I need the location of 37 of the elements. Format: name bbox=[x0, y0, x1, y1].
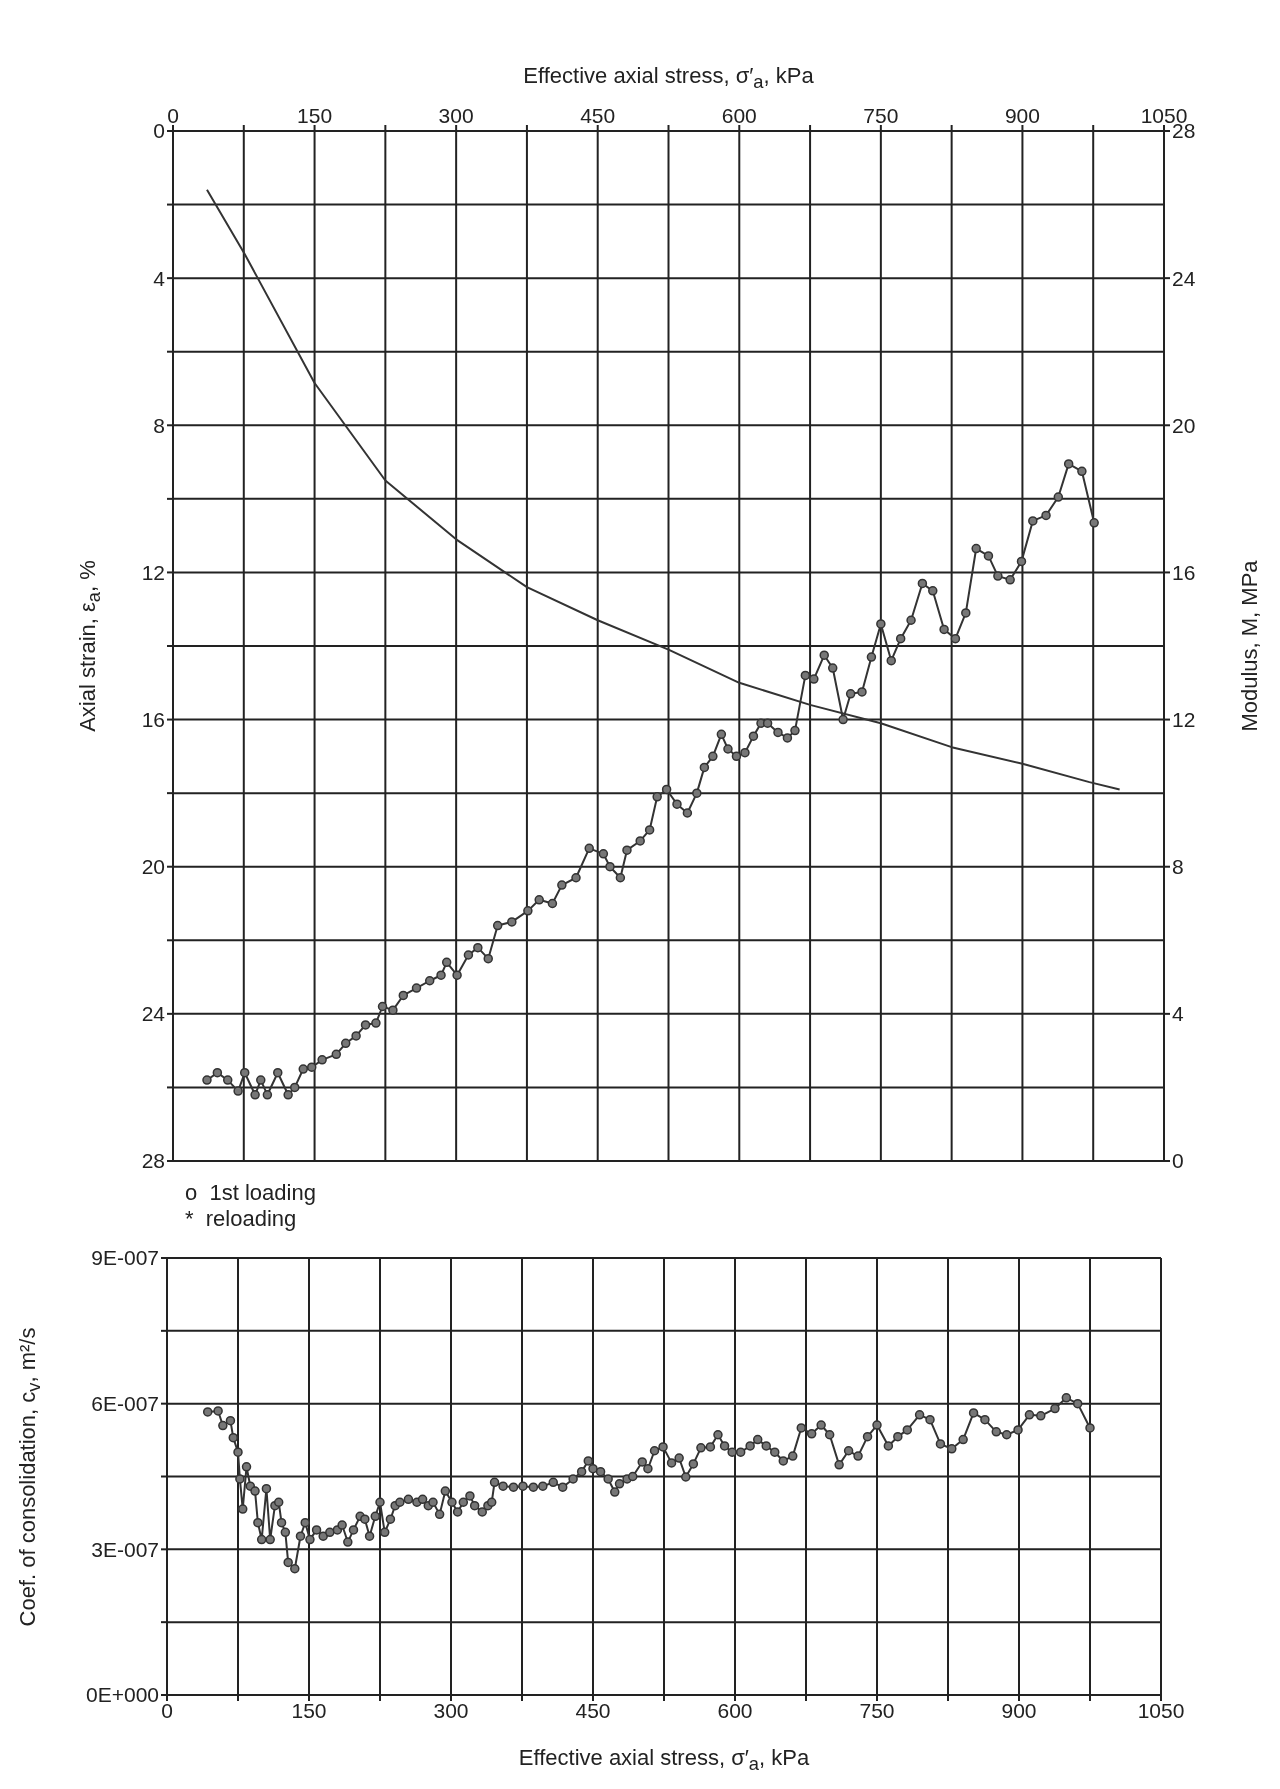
text: o 1st loading bbox=[185, 1180, 316, 1206]
x-tick-label: 750 bbox=[863, 104, 899, 127]
y-tick-label: 28 bbox=[141, 1149, 165, 1173]
x-tick-label: 900 bbox=[1001, 1698, 1037, 1722]
y2-tick-label: 12 bbox=[1172, 708, 1196, 732]
y-tick-label: 12 bbox=[141, 560, 165, 584]
x-tick-label: 900 bbox=[1004, 104, 1040, 127]
y2-tick-label: 4 bbox=[1172, 1002, 1184, 1026]
x-tick-label: 450 bbox=[575, 1698, 611, 1722]
y2-tick-label: 24 bbox=[1172, 266, 1196, 290]
y2-tick-label: 0 bbox=[1172, 1149, 1184, 1173]
x-tick-label: 300 bbox=[438, 104, 474, 127]
text: * reloading bbox=[185, 1206, 297, 1232]
x-axis-title: Effective axial stress, σ′$_{a}$, kPa bbox=[523, 62, 814, 94]
x-tick-label: 450 bbox=[580, 104, 616, 127]
x-tick-label: 600 bbox=[721, 104, 757, 127]
x-tick-label: 750 bbox=[859, 1698, 895, 1722]
y-tick-label: 9E-007 bbox=[91, 1246, 159, 1270]
y-tick-label: 8 bbox=[153, 413, 165, 437]
y2-tick-label: 20 bbox=[1172, 413, 1196, 437]
x-tick-label: 150 bbox=[297, 104, 333, 127]
y-tick-label: 0 bbox=[153, 119, 165, 143]
y2-tick-label: 16 bbox=[1172, 560, 1196, 584]
x-tick-label: 150 bbox=[291, 1698, 327, 1722]
x-tick-label: 1050 bbox=[1137, 1698, 1185, 1722]
x-tick-label: 600 bbox=[717, 1698, 753, 1722]
y-tick-label: 20 bbox=[141, 855, 165, 879]
y-tick-label: 4 bbox=[153, 266, 166, 290]
y2-tick-label: 8 bbox=[1172, 855, 1184, 879]
x-tick-label: 300 bbox=[433, 1698, 469, 1722]
y-tick-label: 0E+000 bbox=[86, 1683, 159, 1707]
y-tick-label: 24 bbox=[141, 1002, 166, 1026]
x-axis-title: Effective axial stress, σ′$_{a}$, kPa bbox=[518, 1744, 810, 1776]
y-tick-label: 3E-007 bbox=[91, 1537, 159, 1561]
y-tick-label: 6E-007 bbox=[91, 1392, 159, 1416]
y-tick-label: 16 bbox=[141, 708, 165, 732]
y2-axis-title: Modulus, M, MPa bbox=[1237, 560, 1263, 732]
